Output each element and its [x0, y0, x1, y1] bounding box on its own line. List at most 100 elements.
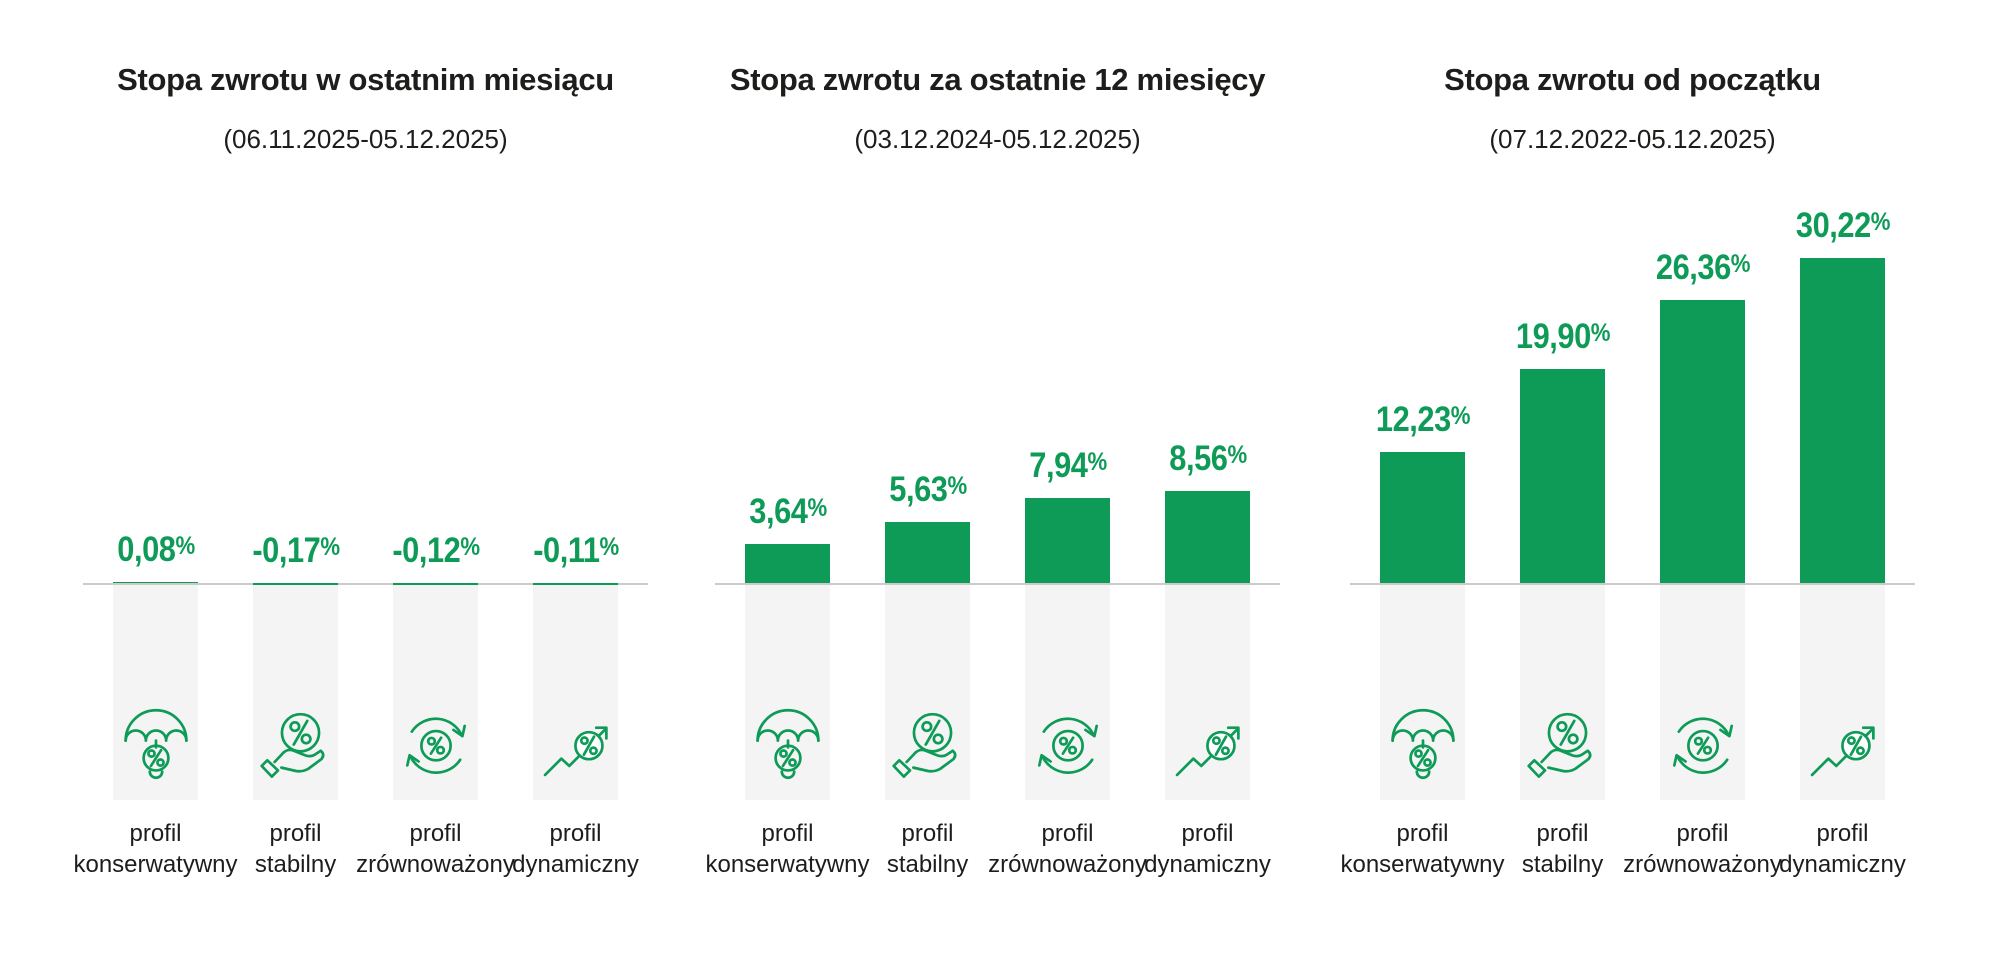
bar-group-zrownowazony: 26,36% profil zrównoważony	[1623, 0, 1782, 900]
zero-axis-line	[1350, 583, 1915, 585]
trend-up-percent-icon	[540, 708, 612, 780]
umbrella-percent-icon	[120, 708, 192, 780]
category-label: profil stabilny	[254, 820, 337, 878]
bar-group-konserwatywny: 0,08% profil konserwatywny	[73, 0, 237, 900]
column-shadow	[1380, 585, 1465, 800]
bar-group-dynamiczny: 30,22% profil dynamiczny	[1779, 0, 1906, 900]
bar-value: 0,08%	[116, 529, 195, 569]
bar-zone: -0,11%	[532, 0, 619, 585]
column-shadow	[393, 585, 478, 800]
bar-value: 26,36%	[1655, 247, 1750, 287]
category-label: profil konserwatywny	[1340, 820, 1505, 878]
category-label: profil zrównoważony	[1623, 820, 1782, 878]
column-shadow	[745, 585, 830, 800]
umbrella-percent-icon	[752, 708, 824, 780]
hand-holding-percent-icon	[260, 708, 332, 780]
bars-area: 12,23% profil konserwatywny 19,90%	[1340, 0, 1906, 900]
bar-value: 7,94%	[1028, 445, 1107, 485]
bar-group-dynamiczny: -0,11% profil dynamiczny	[512, 0, 639, 900]
bar-group-zrownowazony: 7,94% profil zrównoważony	[988, 0, 1147, 900]
cycle-percent-icon	[1032, 708, 1104, 780]
bar-group-konserwatywny: 3,64% profil konserwatywny	[705, 0, 869, 900]
trend-up-percent-icon	[1807, 708, 1879, 780]
bar-value: 30,22%	[1795, 206, 1890, 246]
bar-zone: 0,08%	[113, 0, 198, 583]
bar	[1660, 299, 1745, 583]
bar-zone: 12,23%	[1375, 0, 1470, 583]
category-label: profil dynamiczny	[1144, 820, 1271, 878]
category-label: profil konserwatywny	[705, 820, 870, 878]
hand-holding-percent-icon	[1527, 708, 1599, 780]
bar-value: -0,12%	[391, 531, 480, 570]
bar-value: -0,11%	[532, 531, 619, 570]
bar-zone: 30,22%	[1795, 0, 1890, 583]
category-label: profil zrównoważony	[988, 820, 1147, 878]
zero-axis-line	[715, 583, 1280, 585]
bars-area: 3,64% profil konserwatywny 5,63%	[705, 0, 1271, 900]
cycle-percent-icon	[400, 708, 472, 780]
category-label: profil konserwatywny	[73, 820, 238, 878]
chart-last-month: Stopa zwrotu w ostatnim miesiącu (06.11.…	[73, 0, 648, 978]
category-label: profil dynamiczny	[512, 820, 639, 878]
bar	[393, 583, 478, 585]
bar-group-stabilny: -0,17% profil stabilny	[251, 0, 340, 900]
bar	[533, 583, 618, 585]
bar-group-stabilny: 19,90% profil stabilny	[1515, 0, 1610, 900]
bar-zone: 5,63%	[885, 0, 970, 583]
bar-group-stabilny: 5,63% profil stabilny	[885, 0, 970, 900]
hand-holding-percent-icon	[892, 708, 964, 780]
bar-zone: -0,17%	[251, 0, 340, 585]
bars-area: 0,08% profil konserwatywny -0,17%	[73, 0, 639, 900]
chart-last-12-months: Stopa zwrotu za ostatnie 12 miesięcy (03…	[705, 0, 1280, 978]
column-shadow	[1165, 585, 1250, 800]
bar	[1380, 451, 1465, 583]
trend-up-percent-icon	[1172, 708, 1244, 780]
bar-group-konserwatywny: 12,23% profil konserwatywny	[1340, 0, 1504, 900]
column-shadow	[533, 585, 618, 800]
umbrella-percent-icon	[1387, 708, 1459, 780]
bar-zone: 3,64%	[745, 0, 830, 583]
bar-value: 12,23%	[1375, 399, 1470, 439]
bar-group-dynamiczny: 8,56% profil dynamiczny	[1144, 0, 1271, 900]
bar	[1025, 497, 1110, 583]
column-shadow	[885, 585, 970, 800]
category-label: profil dynamiczny	[1779, 820, 1906, 878]
bar-zone: 7,94%	[1025, 0, 1110, 583]
column-shadow	[1520, 585, 1605, 800]
chart-period: (07.12.2022-05.12.2025)	[1489, 123, 1776, 154]
bar-value: 8,56%	[1168, 438, 1247, 478]
cycle-percent-icon	[1667, 708, 1739, 780]
bar	[745, 543, 830, 583]
column-shadow	[113, 585, 198, 800]
bar	[1165, 490, 1250, 583]
category-label: profil zrównoważony	[356, 820, 515, 878]
chart-title: Stopa zwrotu za ostatnie 12 miesięcy	[729, 62, 1266, 97]
category-label: profil stabilny	[886, 820, 969, 878]
bar-zone: 19,90%	[1515, 0, 1610, 583]
bar-value: 5,63%	[888, 470, 967, 510]
chart-title: Stopa zwrotu w ostatnim miesiącu	[117, 62, 614, 97]
column-shadow	[253, 585, 338, 800]
column-shadow	[1025, 585, 1110, 800]
chart-period: (03.12.2024-05.12.2025)	[854, 123, 1141, 154]
bar	[885, 522, 970, 583]
chart-since-inception: Stopa zwrotu od początku (07.12.2022-05.…	[1340, 0, 1915, 978]
bar-group-zrownowazony: -0,12% profil zrównoważony	[356, 0, 515, 900]
bar-value: 3,64%	[748, 491, 827, 531]
bar-zone: 8,56%	[1165, 0, 1250, 583]
bar	[113, 581, 198, 583]
bar-zone: 26,36%	[1655, 0, 1750, 583]
bar-value: -0,17%	[251, 531, 340, 570]
bar	[1520, 369, 1605, 583]
bar-value: 19,90%	[1515, 317, 1610, 357]
bar	[1800, 258, 1885, 583]
chart-title: Stopa zwrotu od początku	[1444, 62, 1821, 97]
bar-zone: -0,12%	[391, 0, 480, 585]
zero-axis-line	[83, 583, 648, 585]
bar	[253, 583, 338, 585]
column-shadow	[1660, 585, 1745, 800]
column-shadow	[1800, 585, 1885, 800]
chart-period: (06.11.2025-05.12.2025)	[223, 123, 508, 154]
category-label: profil stabilny	[1521, 820, 1604, 878]
